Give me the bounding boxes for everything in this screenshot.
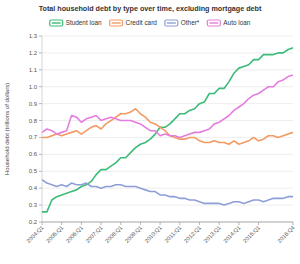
x-tick: [160, 222, 161, 225]
y-tick-label: 0.9: [29, 101, 38, 107]
y-tick: [39, 120, 42, 121]
y-tick: [39, 69, 42, 70]
legend-swatch-line: [167, 22, 176, 23]
y-tick: [39, 154, 42, 155]
chart: Total household debt by type over time, …: [0, 0, 300, 264]
y-tick: [39, 36, 42, 37]
series-line: [42, 75, 293, 138]
x-tick: [81, 222, 82, 225]
y-axis-label: Household debt (trillions of dollars): [4, 83, 10, 175]
legend-swatch: [207, 20, 220, 26]
x-tick: [219, 222, 220, 225]
x-tick: [199, 222, 200, 225]
y-tick: [39, 171, 42, 172]
x-tick: [293, 222, 294, 225]
series-line: [42, 109, 293, 145]
x-tick: [238, 222, 239, 225]
x-tick: [61, 222, 62, 225]
y-tick-label: 0.5: [29, 168, 38, 174]
y-tick-label: 1.2: [29, 50, 38, 56]
series-line: [42, 180, 293, 205]
x-tick-label: 2014:Q1: [222, 224, 241, 243]
y-tick-label: 0.6: [29, 151, 38, 157]
x-tick-label: 2008:Q1: [104, 224, 123, 243]
x-tick-label: 2011:Q1: [163, 224, 182, 243]
x-tick-label: 2010:Q1: [143, 224, 162, 243]
x-tick-label: 2004:Q1: [25, 224, 44, 243]
grid-line: [42, 103, 293, 104]
x-tick-label: 2016:Q4: [276, 224, 295, 243]
y-tick: [39, 188, 42, 189]
series-line: [42, 48, 293, 212]
legend-label: Other*: [181, 19, 200, 26]
x-tick-label: 2015:Q1: [242, 224, 261, 243]
grid-line: [42, 86, 293, 87]
legend-swatch: [110, 20, 123, 26]
x-tick-label: 2013:Q1: [202, 224, 221, 243]
x-tick-label: 2009:Q1: [124, 224, 143, 243]
y-tick: [39, 103, 42, 104]
legend-swatch: [50, 20, 63, 26]
grid-line: [42, 69, 293, 70]
legend-label: Credit card: [126, 19, 158, 26]
grid-line: [42, 36, 293, 37]
grid: [39, 36, 293, 222]
legend-label: Auto loan: [223, 19, 250, 26]
y-tick-label: 0.8: [29, 118, 38, 124]
y-tick-label: 0.2: [29, 219, 38, 225]
legend-swatch-line: [52, 22, 61, 23]
x-tick: [120, 222, 121, 225]
legend-swatch: [165, 20, 178, 26]
y-tick-label: 0.4: [29, 185, 38, 191]
grid-line: [42, 52, 293, 53]
x-tick-label: 2005:Q1: [45, 224, 64, 243]
y-tick: [39, 86, 42, 87]
y-tick-label: 0.3: [29, 202, 38, 208]
x-tick: [179, 222, 180, 225]
legend-swatch-line: [209, 22, 218, 23]
title: Total household debt by type over time, …: [39, 4, 262, 13]
y-tick-label: 0.7: [29, 134, 38, 140]
y-tick: [39, 205, 42, 206]
grid-line: [42, 205, 293, 206]
x-tick: [42, 222, 43, 225]
y-tick: [39, 52, 42, 53]
lines: [42, 48, 293, 212]
y-axis: [42, 36, 43, 222]
x-axis: [42, 222, 293, 223]
grid-line: [42, 154, 293, 155]
y-tick-label: 1.0: [29, 84, 38, 90]
y-tick-label: 1.3: [29, 33, 38, 39]
legend-swatch-line: [112, 22, 121, 23]
grid-line: [42, 171, 293, 172]
grid-line: [42, 222, 293, 223]
x-tick: [101, 222, 102, 225]
x-tick-label: 2006:Q1: [65, 224, 84, 243]
x-tick: [258, 222, 259, 225]
x-tick-label: 2012:Q1: [183, 224, 202, 243]
x-tick: [140, 222, 141, 225]
y-tick: [39, 222, 42, 223]
y-tick-label: 1.1: [29, 67, 38, 73]
legend-label: Student loan: [66, 19, 102, 26]
x-tick-label: 2007:Q1: [84, 224, 103, 243]
y-tick: [39, 137, 42, 138]
legend: Student loan Credit card Other* Auto loan: [50, 19, 251, 26]
